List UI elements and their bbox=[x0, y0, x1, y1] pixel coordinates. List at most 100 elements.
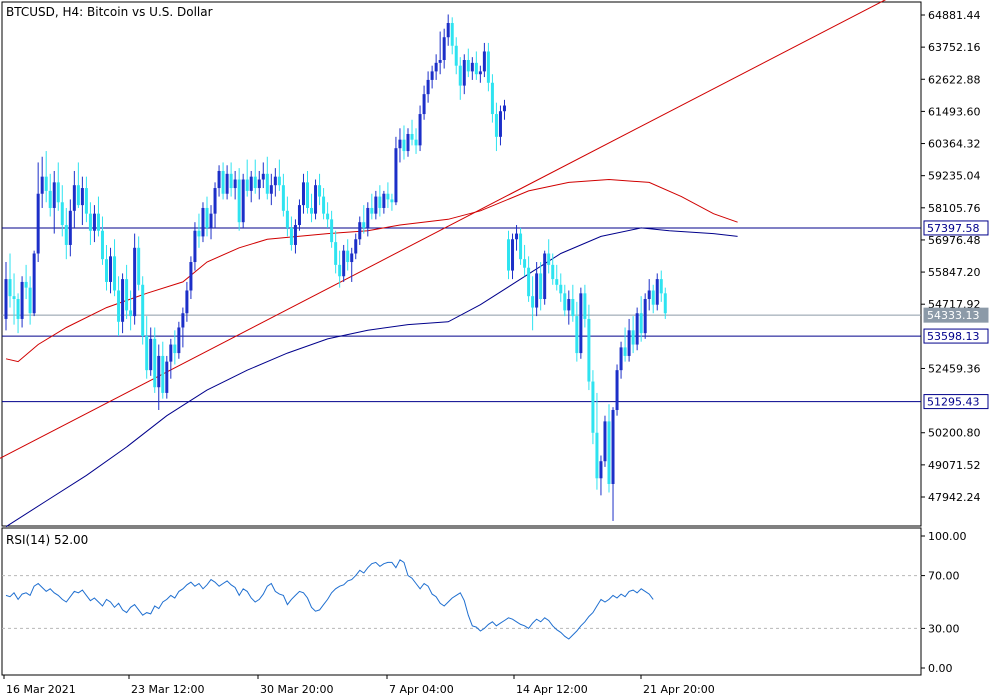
candle-body bbox=[631, 330, 635, 345]
candle-body bbox=[297, 205, 301, 226]
candle-body bbox=[318, 185, 322, 197]
time-axis-label: 14 Apr 12:00 bbox=[516, 683, 588, 696]
candle-body bbox=[502, 105, 506, 112]
candle-body bbox=[113, 256, 117, 291]
rsi-line-group bbox=[5, 559, 654, 640]
candle-body bbox=[205, 207, 209, 228]
candle-body bbox=[462, 59, 466, 86]
candle-body bbox=[64, 225, 68, 245]
candle-body bbox=[627, 330, 631, 356]
candle-body bbox=[374, 196, 378, 214]
candle-body bbox=[265, 173, 269, 194]
candle-body bbox=[125, 279, 129, 311]
candle-body bbox=[346, 250, 350, 263]
candle-body bbox=[4, 279, 8, 319]
candle-body bbox=[245, 179, 249, 191]
candle-body bbox=[354, 239, 358, 254]
candle-body bbox=[507, 239, 510, 271]
candle-body bbox=[603, 421, 607, 462]
price-axis-label: 64881.44 bbox=[928, 9, 981, 22]
candle-body bbox=[105, 259, 108, 282]
candle-body bbox=[169, 344, 173, 362]
candle-body bbox=[334, 242, 338, 265]
candle-body bbox=[257, 179, 261, 189]
candle-body bbox=[310, 207, 314, 214]
price-tags: 57397.58 53598.13 51295.43 54333.13 bbox=[923, 220, 989, 410]
candle-body bbox=[438, 59, 442, 63]
candle-body bbox=[273, 176, 277, 186]
candle-body bbox=[575, 316, 579, 354]
candle-body bbox=[498, 111, 502, 137]
candle-body bbox=[446, 23, 450, 38]
candle-body bbox=[454, 45, 458, 66]
candle-body bbox=[527, 267, 531, 297]
candle-body bbox=[12, 296, 16, 300]
rsi-axis-label: 100.00 bbox=[928, 530, 967, 543]
candle-body bbox=[76, 185, 80, 206]
price-tag-label: 51295.43 bbox=[927, 396, 980, 409]
candle-body bbox=[362, 222, 366, 228]
price-axis-label: 47942.24 bbox=[928, 491, 981, 504]
time-axis-label: 7 Apr 04:00 bbox=[389, 683, 454, 696]
rsi-title: RSI(14) 52.00 bbox=[6, 533, 88, 547]
price-panel-frame[interactable] bbox=[1, 1, 922, 527]
candle-body bbox=[145, 336, 149, 371]
candle-body bbox=[326, 213, 330, 220]
candle-body bbox=[129, 310, 133, 317]
candle-body bbox=[595, 432, 599, 479]
candle-body bbox=[189, 262, 193, 291]
candle-body bbox=[165, 361, 169, 393]
candle-body bbox=[639, 313, 643, 334]
price-axis-label: 50200.80 bbox=[928, 427, 981, 440]
candle-body bbox=[559, 284, 563, 294]
candle-body bbox=[547, 253, 551, 265]
price-axis-label: 49071.52 bbox=[928, 459, 981, 472]
candle-body bbox=[161, 355, 165, 393]
candle-body bbox=[655, 279, 659, 305]
candle-body bbox=[398, 139, 402, 149]
price-tag-box bbox=[923, 328, 989, 344]
candle-body bbox=[338, 264, 342, 277]
rsi-panel-frame[interactable] bbox=[1, 527, 922, 676]
candle-body bbox=[382, 193, 386, 208]
price-axis-label: 61493.60 bbox=[928, 105, 981, 118]
candle-body bbox=[523, 259, 527, 268]
moving-averages bbox=[5, 178, 738, 528]
candle-body bbox=[466, 59, 470, 72]
candle-body bbox=[458, 65, 462, 86]
candle-body bbox=[571, 299, 575, 317]
candle-body bbox=[474, 62, 478, 75]
candle-body bbox=[531, 296, 535, 308]
candle-body bbox=[92, 213, 96, 231]
candle-body bbox=[551, 264, 555, 280]
price-tag-box bbox=[923, 394, 989, 410]
candle-body bbox=[68, 210, 72, 245]
candle-body bbox=[366, 207, 370, 228]
candle-body bbox=[486, 51, 490, 83]
candle-body bbox=[32, 253, 36, 314]
candle-body bbox=[378, 196, 382, 208]
candle-body bbox=[587, 318, 591, 382]
candle-body bbox=[659, 279, 663, 294]
candle-body bbox=[225, 173, 229, 194]
candle-body bbox=[482, 51, 486, 72]
price-axis-label: 55847.20 bbox=[928, 266, 981, 279]
candle-body bbox=[394, 148, 398, 203]
candle-body bbox=[88, 213, 92, 231]
price-axis-label: 58105.76 bbox=[928, 202, 981, 215]
candle-body bbox=[153, 338, 157, 388]
price-tag-label: 57397.58 bbox=[927, 222, 980, 235]
candle-body bbox=[157, 355, 161, 388]
rsi-axis-label: 30.00 bbox=[928, 622, 960, 635]
candle-body bbox=[36, 193, 40, 254]
candle-body bbox=[117, 290, 121, 322]
rsi-axis-label: 70.00 bbox=[928, 570, 960, 583]
candle-body bbox=[330, 219, 334, 243]
price-tag-label: 54333.13 bbox=[927, 309, 980, 322]
time-axis-label: 21 Apr 20:00 bbox=[643, 683, 715, 696]
candle-body bbox=[422, 94, 426, 115]
candle-body bbox=[141, 284, 145, 337]
time-axis-label: 16 Mar 2021 bbox=[6, 683, 76, 696]
candle-body bbox=[20, 281, 24, 319]
candle-body bbox=[44, 176, 48, 191]
